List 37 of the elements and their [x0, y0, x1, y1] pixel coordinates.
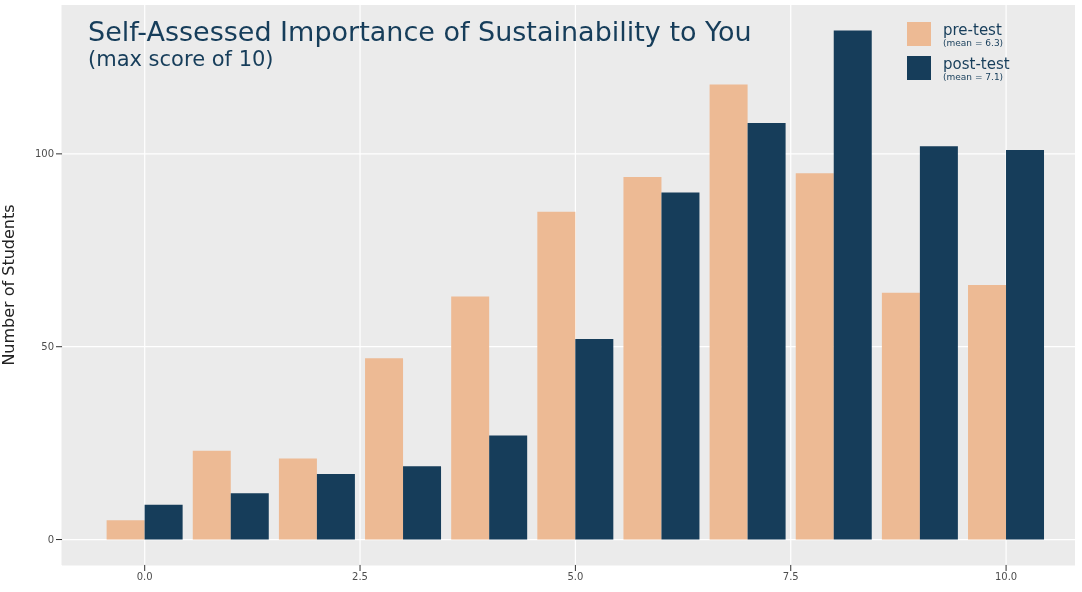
bar [316, 473, 355, 540]
bar [881, 292, 920, 540]
x-tick-label: 0.0 [136, 571, 153, 583]
bar [968, 285, 1007, 540]
bar [403, 466, 442, 540]
x-tick-label: 2.5 [352, 571, 368, 583]
bar [144, 504, 183, 540]
bar [795, 173, 834, 540]
chart-title: Self-Assessed Importance of Sustainability to You [88, 16, 752, 47]
legend-label: pre-test [943, 21, 1002, 39]
bar [106, 520, 145, 540]
bar [192, 450, 231, 540]
y-tick-label: 50 [41, 341, 54, 353]
annotation: (mean = 7.1) [943, 72, 1004, 82]
bar [833, 30, 872, 540]
x-tick-label: 5.0 [567, 571, 584, 583]
y-axis-title: Number of Students [0, 204, 18, 366]
y-tick-label: 100 [34, 148, 54, 160]
bar [365, 358, 404, 540]
bar [919, 146, 958, 540]
bar [451, 296, 490, 540]
bar [537, 211, 576, 540]
bar [278, 458, 317, 540]
bar [747, 123, 786, 540]
x-tick-label: 7.5 [782, 571, 799, 583]
bar [1006, 150, 1045, 540]
x-tick-label: 10.0 [994, 571, 1018, 583]
legend-label: post-test [943, 55, 1010, 73]
bar [575, 338, 614, 540]
annotation: (mean = 6.3) [943, 38, 1004, 48]
bar [709, 84, 748, 540]
bar [230, 493, 269, 540]
text: (max score of 10) [88, 47, 275, 71]
bar [489, 435, 528, 540]
bar [623, 177, 662, 540]
bar [661, 192, 700, 540]
y-tick-label: 0 [47, 534, 54, 546]
